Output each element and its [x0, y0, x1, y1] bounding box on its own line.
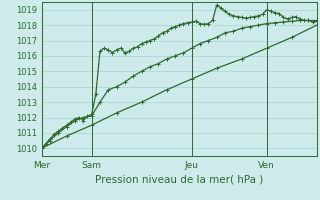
X-axis label: Pression niveau de la mer( hPa ): Pression niveau de la mer( hPa ): [95, 174, 263, 184]
